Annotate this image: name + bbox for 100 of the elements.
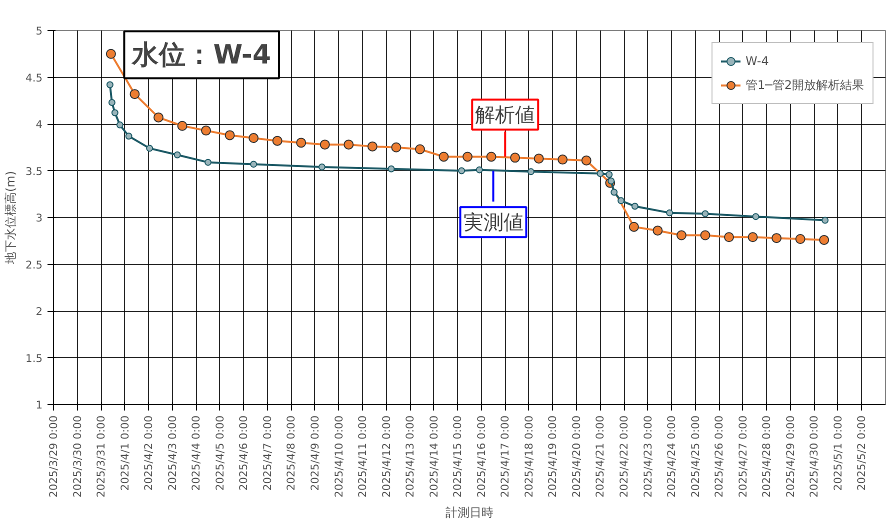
x-tick-label: 2025/4/23 0:00	[641, 415, 654, 498]
x-tick-label: 2025/3/31 0:00	[94, 415, 108, 498]
point	[250, 160, 258, 168]
point	[318, 164, 326, 171]
y-tick-label: 1	[36, 398, 42, 412]
point	[676, 230, 686, 240]
x-tick-label: 2025/4/8 0:00	[284, 415, 298, 491]
x-tick-label: 2025/4/16 0:00	[474, 415, 488, 498]
point	[748, 232, 758, 242]
x-tick-label: 2025/4/30 0:00	[808, 415, 821, 498]
x-axis-title: 計測日時	[446, 505, 494, 520]
point	[125, 132, 132, 140]
point	[388, 165, 395, 172]
point	[631, 202, 638, 210]
x-tick-label: 2025/3/30 0:00	[70, 415, 84, 498]
point	[177, 120, 188, 131]
chart-title: 水位：W-4	[131, 39, 272, 70]
point	[534, 154, 544, 164]
x-tick-label: 2025/4/6 0:00	[237, 415, 250, 491]
x-tick-label: 2025/4/12 0:00	[380, 415, 393, 498]
point	[819, 234, 830, 245]
point	[608, 178, 615, 185]
x-tick-label: 2025/4/28 0:00	[760, 415, 774, 498]
point	[581, 155, 592, 166]
x-tick-label: 2025/4/21 0:00	[594, 415, 607, 498]
x-tick-label: 2025/4/17 0:00	[498, 415, 512, 498]
y-axis-title: 地下水位標高(m)	[4, 170, 18, 266]
x-tick-label: 2025/5/2 0:00	[855, 415, 868, 491]
point	[596, 170, 604, 178]
point	[476, 166, 483, 174]
point	[752, 213, 760, 220]
x-tick-label: 2025/4/18 0:00	[522, 415, 536, 498]
x-tick-label: 2025/4/10 0:00	[332, 415, 346, 498]
point	[724, 232, 734, 242]
x-tick-label: 2025/4/1 0:00	[118, 415, 132, 491]
point	[486, 152, 496, 162]
point	[174, 151, 181, 158]
point	[367, 141, 378, 152]
point	[153, 112, 164, 122]
point	[111, 109, 118, 116]
x-tick-label: 2025/4/7 0:00	[260, 415, 274, 491]
x-tick-label: 2025/4/3 0:00	[166, 415, 179, 491]
y-tick-label: 3.5	[26, 164, 43, 178]
point	[510, 152, 520, 163]
point	[628, 222, 639, 232]
point	[652, 226, 663, 236]
annotation: 解析値	[475, 102, 536, 127]
point	[106, 81, 114, 88]
x-tick-label: 2025/4/20 0:00	[570, 415, 583, 498]
annotation: 実測値	[463, 210, 524, 234]
x-tick-label: 2025/4/19 0:00	[546, 415, 560, 498]
point	[666, 209, 674, 216]
point	[296, 138, 306, 148]
y-tick-label: 2.5	[26, 258, 43, 272]
point	[606, 170, 613, 178]
x-tick-label: 2025/4/4 0:00	[190, 415, 203, 491]
point	[248, 133, 259, 144]
point	[618, 197, 625, 204]
x-tick-label: 2025/4/29 0:00	[784, 415, 797, 498]
point	[702, 210, 709, 218]
point	[458, 167, 466, 174]
point	[201, 126, 212, 136]
x-tick-label: 2025/4/25 0:00	[688, 415, 702, 498]
point	[795, 234, 806, 244]
point	[344, 140, 354, 150]
point	[391, 142, 402, 152]
x-tick-label: 2025/4/15 0:00	[451, 415, 464, 498]
x-tick-label: 2025/5/1 0:00	[831, 415, 844, 491]
y-tick-label: 3	[36, 212, 42, 224]
x-tick-label: 2025/4/11 0:00	[356, 415, 370, 498]
y-tick-label: 4.5	[26, 71, 43, 84]
x-tick-label: 2025/4/27 0:00	[736, 415, 750, 498]
y-tick-label: 1.5	[26, 352, 43, 365]
point	[772, 233, 782, 244]
point	[272, 136, 282, 146]
point	[204, 158, 212, 166]
point	[558, 154, 568, 165]
point	[610, 188, 618, 196]
x-tick-label: 2025/3/29 0:00	[47, 415, 60, 498]
point	[527, 168, 534, 176]
x-tick-label: 2025/4/26 0:00	[712, 415, 726, 498]
point	[146, 144, 154, 152]
point	[438, 152, 449, 162]
x-tick-label: 2025/4/13 0:00	[404, 415, 417, 498]
point	[116, 121, 124, 128]
legend-label: W-4	[746, 54, 769, 68]
legend-label: 管1─管2開放解析結果	[746, 76, 864, 94]
point	[106, 48, 116, 59]
point	[108, 99, 116, 106]
x-tick-label: 2025/4/22 0:00	[618, 415, 631, 498]
point	[224, 130, 235, 140]
x-tick-label: 2025/4/5 0:00	[213, 415, 226, 491]
point	[320, 140, 330, 150]
x-tick-label: 2025/4/9 0:00	[308, 415, 322, 491]
point	[822, 216, 829, 224]
point	[462, 152, 473, 162]
y-tick-label: 4	[36, 118, 43, 131]
point	[700, 230, 710, 240]
x-tick-label: 2025/4/14 0:00	[427, 415, 440, 498]
y-tick-label: 5	[36, 24, 42, 38]
